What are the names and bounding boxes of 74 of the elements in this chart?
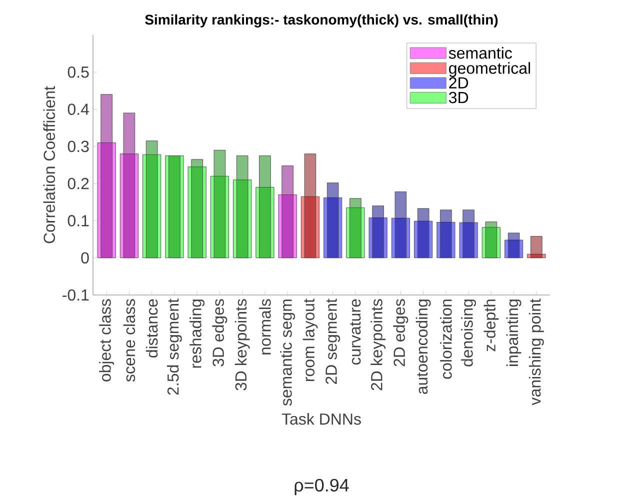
y-tick-label: 0.4 [68,104,89,115]
x-tick-label: 2D keypoints [370,299,386,390]
x-axis-title: Task DNNs [282,412,361,425]
bar [236,155,248,258]
bar [372,206,384,258]
bar [123,112,136,258]
x-tick-label: 3D edges [212,299,228,366]
x-tick-label: reshading [190,300,205,368]
y-tick-label: 0 [81,252,89,264]
x-tick-label: normals [259,299,271,354]
bar [324,197,342,258]
bar [414,220,433,258]
bar [256,187,274,258]
bar [462,210,474,258]
legend-label: geometrical [449,62,530,78]
bar [165,155,184,258]
bar [391,218,410,258]
bar [440,210,452,258]
bar [100,94,112,258]
y-axis-title: Correlation Coefficient [43,86,56,244]
x-tick-label: 2D edges [393,299,408,366]
bar [527,254,546,258]
y-tick-label: 0.3 [68,140,89,152]
y-tick-label: -0.1 [62,289,89,301]
bar [508,232,520,258]
bar [346,207,365,258]
x-tick-label: vanishing point [528,298,544,406]
bar [350,198,362,258]
x-tick-label: inpainting [506,300,522,366]
legend-label: 3D [449,92,468,104]
x-tick-label: curvature [350,299,361,365]
bar [282,165,294,258]
bar [368,217,388,258]
bar [188,166,206,258]
x-tick-label: 2D segment [326,298,340,384]
x-tick-label: object class [99,299,114,382]
bar [459,222,478,258]
bar [436,222,456,258]
bar [417,208,430,258]
x-tick-label: 2.5d segment [166,298,182,395]
x-tick-label: denoising [461,300,476,366]
bar [300,196,320,258]
x-tick-label: semantic segm [280,300,296,406]
bar [504,240,524,258]
bar [97,142,116,258]
bar [146,140,158,258]
bar [142,154,162,258]
bar [210,176,229,258]
text: ρ=0.94 [294,478,349,496]
bar [530,236,542,258]
x-tick-label: 3D keypoints [234,299,250,390]
x-tick-label: room layout [302,298,318,382]
bar [259,155,271,258]
x-tick-label: autoencoding [416,300,431,394]
bar [326,182,339,258]
x-tick-label: distance [146,299,158,358]
legend-label: 2D [449,77,468,88]
bar [214,150,226,258]
y-tick-label: 0.5 [68,66,89,78]
bar [278,194,297,258]
bar [482,227,500,258]
bar [485,222,498,258]
bar [394,191,407,258]
x-tick-label: z-depth [484,300,499,352]
chart-title: Similarity rankings:- taskonomy(thick) vs. small(thin) [145,14,498,28]
bar [233,180,252,258]
y-tick-label: 0.1 [68,215,89,226]
legend-label: semantic [448,47,512,59]
bar [304,154,316,258]
bar [191,159,203,258]
bar [120,154,138,258]
x-tick-label: scene class [123,299,136,382]
y-tick-label: 0.2 [68,178,89,190]
x-tick-label: colorization [440,300,452,379]
